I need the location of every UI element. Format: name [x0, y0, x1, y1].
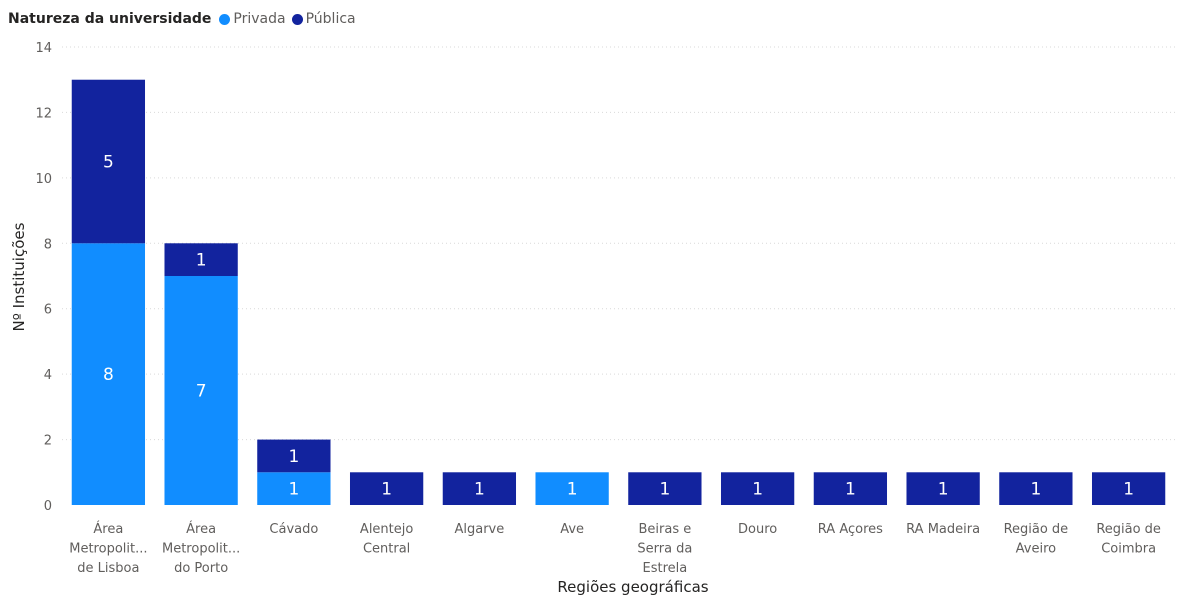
- x-tick-label: Alentejo Central: [360, 522, 413, 557]
- y-axis-ticks: 0 2 4 6 8 10 12 14: [35, 41, 52, 514]
- x-tick-label: Região de Aveiro: [1004, 522, 1069, 557]
- y-tick-label: 10: [35, 172, 52, 187]
- data-label: 1: [196, 251, 207, 271]
- data-label: 1: [659, 480, 670, 500]
- y-tick-label: 8: [44, 237, 52, 252]
- data-label: 1: [288, 480, 299, 500]
- bar-segment[interactable]: [999, 472, 1073, 505]
- bar-segment[interactable]: [813, 472, 888, 505]
- data-label: 8: [103, 365, 114, 385]
- y-axis-title: Nº Instituições: [10, 222, 28, 331]
- y-tick-label: 0: [44, 499, 52, 514]
- data-label: 1: [288, 447, 299, 467]
- data-label: 1: [1123, 480, 1134, 500]
- x-tick-label: RA Madeira: [906, 522, 980, 537]
- x-tick-label: Cávado: [269, 522, 318, 537]
- data-label: 1: [752, 480, 763, 500]
- x-axis-categories: Área Metropolit... de Lisboa Área Metropolit…: [69, 521, 1161, 576]
- legend-item-publica[interactable]: Pública: [291, 11, 356, 27]
- x-tick-label: Região de Coimbra: [1096, 522, 1161, 557]
- bar-segment[interactable]: [71, 79, 146, 244]
- legend-label-privada: Privada: [233, 11, 286, 27]
- bar-segment[interactable]: [349, 472, 424, 505]
- y-tick-label: 6: [44, 303, 52, 318]
- data-label: 1: [381, 480, 392, 500]
- data-label: 5: [103, 153, 114, 173]
- data-label: 1: [474, 480, 485, 500]
- bar-segment[interactable]: [720, 472, 795, 505]
- data-labels: 8 5 7 1 1 1 1 1 1 1 1 1 1 1 1: [103, 153, 1134, 500]
- x-tick-label: Algarve: [454, 522, 504, 537]
- bar-segment[interactable]: [164, 243, 238, 276]
- data-label: 1: [567, 480, 578, 500]
- bar-segment[interactable]: [257, 472, 331, 505]
- bar-segment[interactable]: [535, 472, 609, 505]
- y-tick-label: 4: [44, 368, 52, 383]
- x-tick-label: RA Açores: [818, 522, 883, 537]
- x-axis-title: Regiões geográficas: [557, 578, 708, 596]
- bars: [71, 79, 1166, 506]
- bar-segment[interactable]: [257, 439, 331, 473]
- legend-swatch-publica: [291, 13, 303, 25]
- chart-legend: Natureza da universidade Privada Pública: [8, 9, 362, 29]
- legend-label-publica: Pública: [305, 11, 356, 27]
- gridlines: [62, 46, 1175, 441]
- bar-segment[interactable]: [628, 472, 702, 505]
- legend-swatch-privada: [219, 13, 231, 25]
- data-label: 1: [845, 480, 856, 500]
- x-tick-label: Douro: [738, 522, 777, 537]
- y-tick-label: 14: [35, 41, 52, 56]
- x-tick-label: Área Metropolit... do Porto: [162, 521, 240, 576]
- x-tick-label: Beiras e Serra da Estrela: [637, 522, 692, 576]
- y-tick-label: 2: [44, 434, 52, 449]
- data-label: 1: [1030, 480, 1041, 500]
- x-tick-label: Ave: [560, 522, 584, 537]
- y-tick-label: 12: [35, 106, 52, 121]
- data-label: 7: [196, 382, 207, 402]
- x-tick-label: Área Metropolit... de Lisboa: [69, 521, 147, 576]
- bar-segment[interactable]: [1091, 472, 1166, 505]
- legend-title: Natureza da universidade: [8, 11, 212, 27]
- bar-segment[interactable]: [71, 243, 146, 506]
- bar-segment[interactable]: [906, 472, 980, 505]
- data-label: 1: [938, 480, 949, 500]
- legend-item-privada[interactable]: Privada: [219, 11, 286, 27]
- bar-segment[interactable]: [164, 276, 238, 505]
- bar-segment[interactable]: [442, 472, 517, 505]
